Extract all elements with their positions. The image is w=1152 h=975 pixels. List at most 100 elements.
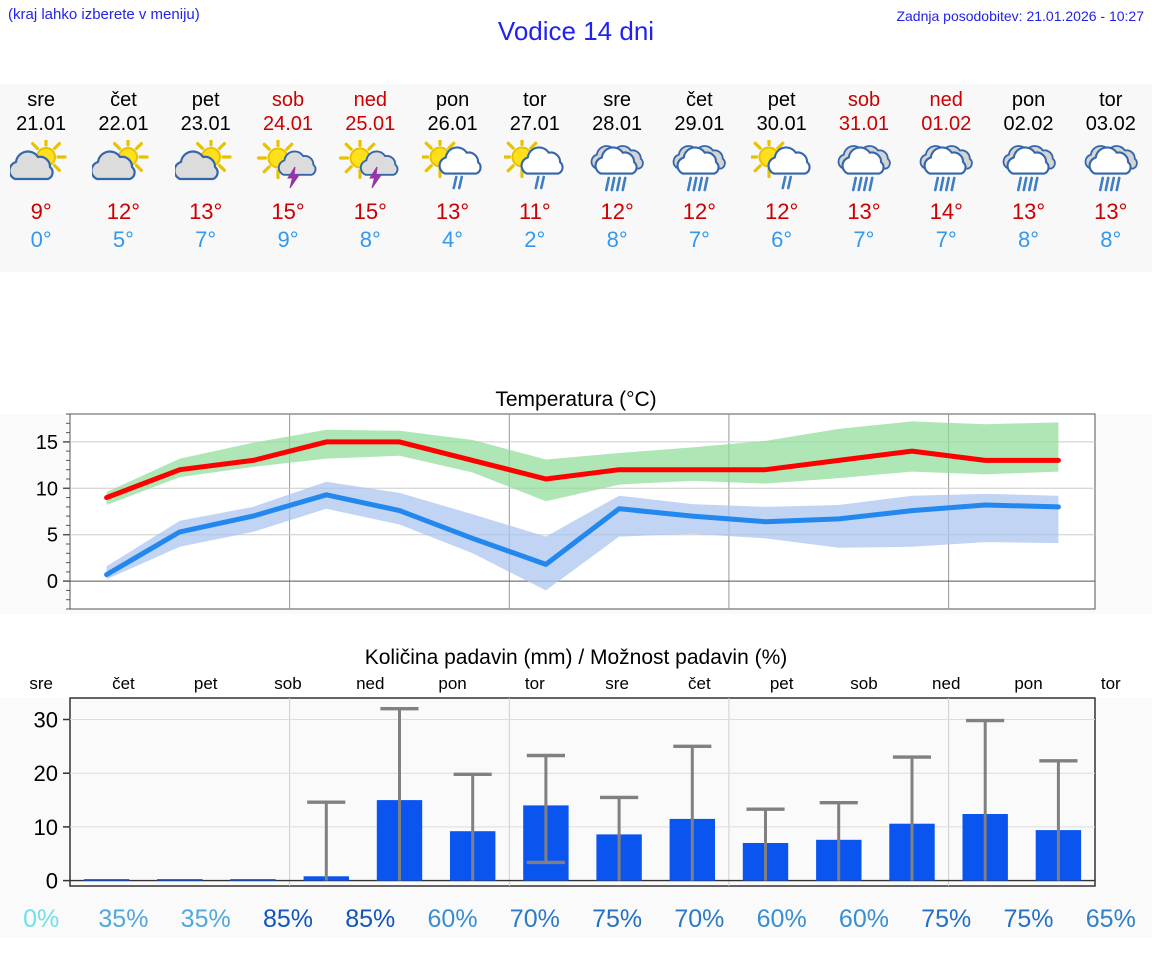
day-date-label: 29.01	[674, 113, 725, 135]
day-date-label: 03.02	[1085, 113, 1136, 135]
min-temperature-value: 5°	[112, 227, 134, 252]
day-column[interactable]: pet 30.01 12° 6°	[741, 84, 823, 272]
precipitation-day-label: tor	[1100, 674, 1121, 693]
day-column[interactable]: sob 31.01 13° 7°	[823, 84, 905, 272]
weather-icon-wrapper	[833, 138, 895, 196]
weather-icon-wrapper	[668, 138, 730, 196]
day-of-week-label: tor	[1099, 89, 1123, 111]
precipitation-probability-value: 75%	[1003, 904, 1054, 933]
day-of-week-label: tor	[523, 89, 547, 111]
day-date-label: 28.01	[592, 113, 643, 135]
precipitation-day-label: ned	[932, 674, 961, 693]
day-column[interactable]: tor 27.01 11° 2°	[494, 84, 576, 272]
precipitation-probability-value: 0%	[23, 904, 60, 933]
max-temperature-value: 14°	[929, 199, 963, 224]
day-date-label: 01.02	[921, 113, 972, 135]
max-temperature-value: 15°	[353, 199, 387, 224]
day-of-week-label: sob	[847, 89, 881, 111]
day-column[interactable]: ned 01.02 14° 7°	[905, 84, 987, 272]
day-column[interactable]: pon 02.02 13° 8°	[987, 84, 1069, 272]
precipitation-probability-value: 60%	[756, 904, 807, 933]
weather-icon-wrapper	[10, 138, 72, 196]
day-column[interactable]: sob 24.01 15° 9°	[247, 84, 329, 272]
precipitation-probability-value: 65%	[1085, 904, 1136, 933]
precipitation-chart-svg: 0 10 20 30	[34, 697, 1096, 894]
min-temperature-value: 7°	[688, 227, 710, 252]
weather-icon-wrapper	[92, 138, 154, 196]
day-of-week-label: sob	[271, 89, 305, 111]
partly-cloudy-icon	[174, 140, 232, 181]
max-temperature-value: 13°	[847, 199, 881, 224]
day-of-week-label: ned	[353, 89, 387, 111]
precipitation-chart-section: Količina padavin (mm) / Možnost padavin …	[0, 640, 1152, 975]
overcast-rain-icon	[1084, 145, 1138, 192]
sun-thunderstorm-icon	[256, 140, 317, 189]
day-date-label: 24.01	[262, 113, 314, 135]
svg-text:10: 10	[36, 478, 58, 500]
min-temperature-value: 4°	[442, 227, 464, 252]
min-temperature-value: 8°	[1017, 227, 1040, 252]
min-temperature-value: 7°	[935, 227, 957, 252]
day-column[interactable]: pon 26.01 13° 4°	[411, 84, 493, 272]
overcast-rain-icon	[1002, 145, 1056, 192]
overcast-rain-icon	[672, 145, 727, 192]
min-temperature-value: 6°	[771, 227, 793, 252]
max-temperature-value: 13°	[1011, 199, 1046, 224]
weather-icon-wrapper	[1080, 138, 1142, 196]
weather-icon-wrapper	[503, 138, 566, 196]
precipitation-day-label: ned	[356, 674, 385, 693]
sun-rain-icon	[750, 140, 811, 190]
svg-text:15: 15	[36, 432, 58, 454]
precipitation-probability-value: 85%	[345, 904, 396, 933]
precipitation-day-label: sob	[850, 674, 878, 693]
precipitation-probability-value: 60%	[838, 904, 889, 933]
precipitation-day-label: čet	[688, 674, 711, 693]
day-of-week-label: pon	[435, 89, 470, 111]
day-column[interactable]: sre 21.01 9° 0°	[0, 84, 82, 272]
weather-icon-wrapper	[915, 138, 977, 196]
day-of-week-label: sre	[603, 89, 631, 111]
svg-text:0: 0	[47, 571, 58, 593]
day-column[interactable]: čet 29.01 12° 7°	[658, 84, 740, 272]
svg-text:10: 10	[34, 815, 58, 840]
svg-text:30: 30	[34, 708, 58, 733]
overcast-rain-icon	[590, 145, 644, 192]
min-temperature-value: 9°	[277, 227, 299, 252]
precipitation-day-label: pon	[1014, 674, 1043, 693]
min-temperature-value: 8°	[1100, 227, 1122, 252]
day-date-label: 25.01	[345, 113, 396, 135]
min-temperature-value: 7°	[853, 227, 875, 252]
day-column[interactable]: tor 03.02 13° 8°	[1070, 84, 1152, 272]
sun-thunderstorm-icon	[339, 140, 399, 189]
weather-icon-wrapper	[421, 138, 484, 196]
precipitation-probability-value: 85%	[262, 904, 313, 933]
max-temperature-value: 12°	[600, 199, 634, 224]
max-temperature-value: 11°	[519, 199, 551, 224]
svg-text:0: 0	[46, 869, 58, 894]
day-column[interactable]: ned 25.01 15° 8°	[329, 84, 411, 272]
weather-icon-wrapper	[998, 138, 1060, 196]
svg-text:5: 5	[47, 525, 58, 547]
last-updated-label: Zadnja posodobitev: 21.01.2026 - 10:27	[896, 8, 1144, 24]
weather-icon-wrapper	[256, 138, 319, 196]
max-temperature-value: 15°	[271, 199, 305, 224]
precipitation-probability-value: 60%	[427, 904, 478, 933]
min-temperature-value: 8°	[359, 227, 381, 252]
day-of-week-label: pon	[1011, 89, 1046, 111]
precipitation-day-label: pet	[769, 674, 794, 693]
day-of-week-label: pet	[191, 89, 220, 111]
day-column[interactable]: čet 22.01 12° 5°	[82, 84, 164, 272]
precipitation-day-label: pet	[193, 674, 218, 693]
weather-icon-wrapper	[339, 138, 401, 196]
day-column[interactable]: pet 23.01 13° 7°	[165, 84, 247, 272]
day-date-label: 31.01	[838, 113, 889, 135]
weather-icon-wrapper	[750, 138, 813, 196]
day-date-label: 21.01	[16, 113, 67, 135]
day-column[interactable]: sre 28.01 12° 8°	[576, 84, 658, 272]
day-date-label: 27.01	[509, 113, 560, 135]
precipitation-day-label: čet	[112, 674, 135, 693]
precipitation-day-labels: sre čet pet sob ned pon tor sre čet pet sob ned pon t…	[0, 674, 1152, 700]
precipitation-day-label: pon	[438, 674, 467, 693]
